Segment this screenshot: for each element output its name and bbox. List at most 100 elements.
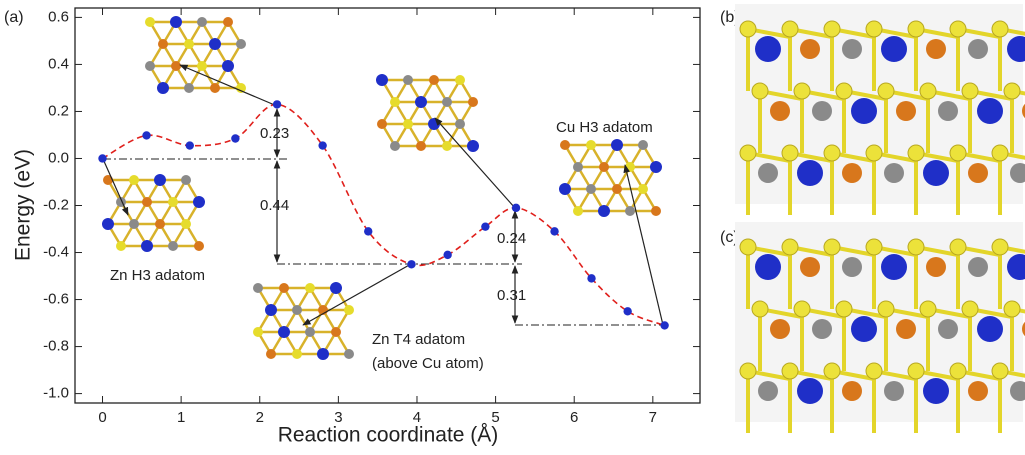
atom <box>145 17 155 27</box>
atom <box>884 163 904 183</box>
atom <box>908 363 924 379</box>
atom <box>968 39 988 59</box>
atom <box>836 83 852 99</box>
atom <box>253 327 263 337</box>
atom <box>842 163 862 183</box>
atom <box>842 257 862 277</box>
atom <box>881 36 907 62</box>
atom <box>168 241 178 251</box>
atom <box>586 184 596 194</box>
atom <box>866 145 882 161</box>
atom <box>992 239 1008 255</box>
y-tick-label: 0.4 <box>48 55 69 72</box>
atom <box>317 348 329 360</box>
y-tick-label: 0.6 <box>48 8 69 25</box>
atom <box>896 319 916 339</box>
atom <box>344 349 354 359</box>
data-point <box>660 321 668 329</box>
atom <box>222 60 234 72</box>
atom <box>968 381 988 401</box>
atom <box>824 239 840 255</box>
atom <box>455 75 465 85</box>
atom <box>851 98 877 124</box>
atom <box>770 101 790 121</box>
annotation: Zn T4 adatom <box>372 331 465 348</box>
atom <box>611 139 623 151</box>
atom <box>782 21 798 37</box>
annotation: Cu H3 adatom <box>556 119 653 136</box>
atom <box>884 381 904 401</box>
atom <box>559 183 571 195</box>
atom <box>184 39 194 49</box>
atom <box>390 97 400 107</box>
atom <box>968 163 988 183</box>
y-axis-label: Energy (eV) <box>12 149 35 261</box>
data-point <box>318 141 326 149</box>
atom <box>193 196 205 208</box>
atom <box>908 21 924 37</box>
atom <box>428 118 440 130</box>
annotation: 0.24 <box>497 230 526 247</box>
atom <box>141 240 153 252</box>
data-point <box>273 100 281 108</box>
atom <box>950 239 966 255</box>
atom <box>755 36 781 62</box>
atom <box>103 175 113 185</box>
atom <box>842 381 862 401</box>
x-tick-label: 7 <box>649 409 657 426</box>
atom <box>881 254 907 280</box>
atom <box>977 316 1003 342</box>
atom <box>266 349 276 359</box>
atom <box>377 119 387 129</box>
y-tick-label: -0.4 <box>43 243 69 260</box>
atom <box>878 83 894 99</box>
atom <box>181 219 191 229</box>
atom <box>782 363 798 379</box>
atom <box>442 97 452 107</box>
atom <box>155 219 165 229</box>
x-axis-label: Reaction coordinate (Å) <box>278 424 499 447</box>
atom <box>920 83 936 99</box>
atom <box>253 283 263 293</box>
atom <box>573 206 583 216</box>
atom <box>992 21 1008 37</box>
atom <box>612 184 622 194</box>
atom <box>908 239 924 255</box>
atom <box>278 326 290 338</box>
atom <box>236 39 246 49</box>
atom <box>403 119 413 129</box>
pointer-arrow <box>303 264 411 325</box>
atom <box>926 39 946 59</box>
atom <box>292 349 302 359</box>
atom <box>812 101 832 121</box>
data-point <box>186 141 194 149</box>
x-tick-label: 1 <box>177 409 185 426</box>
data-point <box>443 251 451 259</box>
atom <box>752 301 768 317</box>
atom <box>415 96 427 108</box>
data-point <box>550 227 558 235</box>
atom <box>376 74 388 86</box>
side-panels <box>735 4 1025 433</box>
atom <box>977 98 1003 124</box>
atom <box>923 378 949 404</box>
atom <box>168 197 178 207</box>
atom <box>755 254 781 280</box>
atom <box>968 257 988 277</box>
atom <box>638 140 648 150</box>
atom <box>209 38 221 50</box>
atom <box>305 283 315 293</box>
atom <box>181 175 191 185</box>
x-tick-label: 0 <box>98 409 106 426</box>
atom <box>950 363 966 379</box>
atom <box>184 83 194 93</box>
atom <box>197 17 207 27</box>
atom <box>926 257 946 277</box>
atom <box>758 381 778 401</box>
atom <box>752 83 768 99</box>
atom <box>812 319 832 339</box>
atom <box>851 316 877 342</box>
atom <box>416 141 426 151</box>
atom <box>950 21 966 37</box>
annotation: 0.23 <box>260 125 289 142</box>
